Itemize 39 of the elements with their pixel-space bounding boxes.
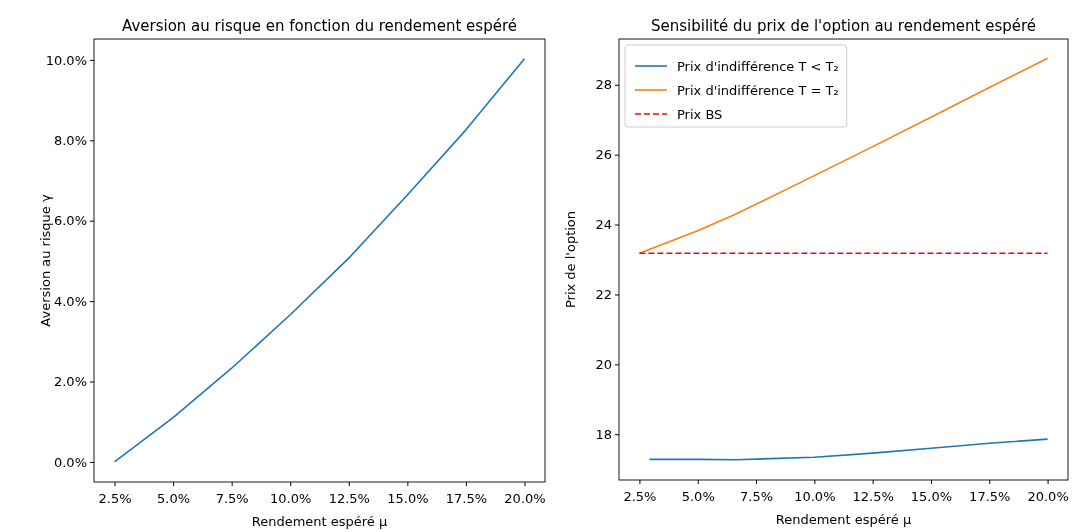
- x-tick-label: 17.5%: [445, 491, 488, 507]
- y-axis-title: Prix de l'option: [563, 210, 578, 309]
- y-tick-label: 10.0%: [45, 52, 87, 68]
- x-tick-label: 15.0%: [910, 489, 953, 505]
- x-tick-label: 12.5%: [852, 489, 894, 505]
- x-tick-label: 12.5%: [328, 491, 370, 507]
- x-tick-label: 2.5%: [98, 491, 132, 507]
- y-tick-label: 6.0%: [53, 213, 87, 229]
- line-series: [648, 438, 1049, 461]
- chart-title: Aversion au risque en fonction du rendement espéré: [122, 17, 517, 35]
- x-tick-label: 17.5%: [969, 489, 1011, 505]
- y-tick-label: 24: [595, 217, 612, 233]
- legend-label: Prix BS: [677, 107, 723, 122]
- x-tick-label: 7.5%: [215, 491, 249, 507]
- y-tick-label: 0.0%: [53, 454, 87, 470]
- y-axis-title: Aversion au risque γ: [38, 194, 53, 327]
- x-tick-label: 15.0%: [387, 491, 429, 507]
- x-tick-label: 10.0%: [270, 491, 312, 507]
- legend-label: Prix d'indifférence T < T₂: [677, 59, 839, 74]
- y-tick-label: 22: [595, 287, 612, 303]
- y-tick-label: 18: [595, 426, 612, 442]
- y-tick-label: 28: [595, 77, 612, 93]
- x-tick-label: 7.5%: [740, 489, 774, 505]
- y-tick-label: 26: [595, 147, 612, 163]
- x-tick-label: 20.0%: [504, 491, 546, 507]
- x-axis-title: Rendement espéré μ: [251, 514, 388, 529]
- x-tick-label: 2.5%: [623, 489, 657, 505]
- x-tick-label: 20.0%: [1027, 489, 1069, 505]
- y-tick-label: 8.0%: [53, 132, 87, 148]
- x-tick-label: 5.0%: [157, 491, 191, 507]
- legend-label: Prix d'indifférence T = T₂: [677, 83, 839, 98]
- chart-title: Sensibilité du prix de l'option au rendement espéré: [650, 17, 1037, 35]
- y-tick-label: 20: [595, 356, 612, 372]
- y-tick-label: 2.0%: [53, 374, 87, 390]
- y-tick-label: 4.0%: [53, 293, 87, 309]
- x-tick-label: 10.0%: [794, 489, 836, 505]
- x-tick-label: 5.0%: [681, 489, 715, 505]
- x-axis-title: Rendement espéré μ: [775, 512, 912, 527]
- line-series: [113, 57, 526, 463]
